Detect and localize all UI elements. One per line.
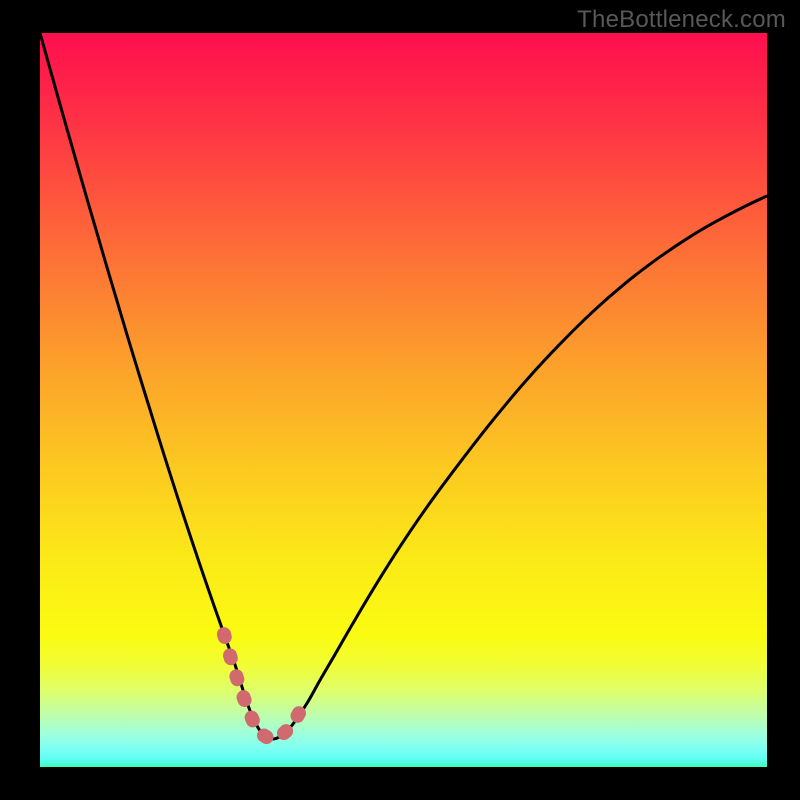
chart-svg bbox=[40, 33, 767, 767]
stage: TheBottleneck.com bbox=[0, 0, 800, 800]
plot-area bbox=[40, 33, 767, 767]
watermark-text: TheBottleneck.com bbox=[577, 6, 786, 34]
chart-background bbox=[40, 33, 767, 767]
